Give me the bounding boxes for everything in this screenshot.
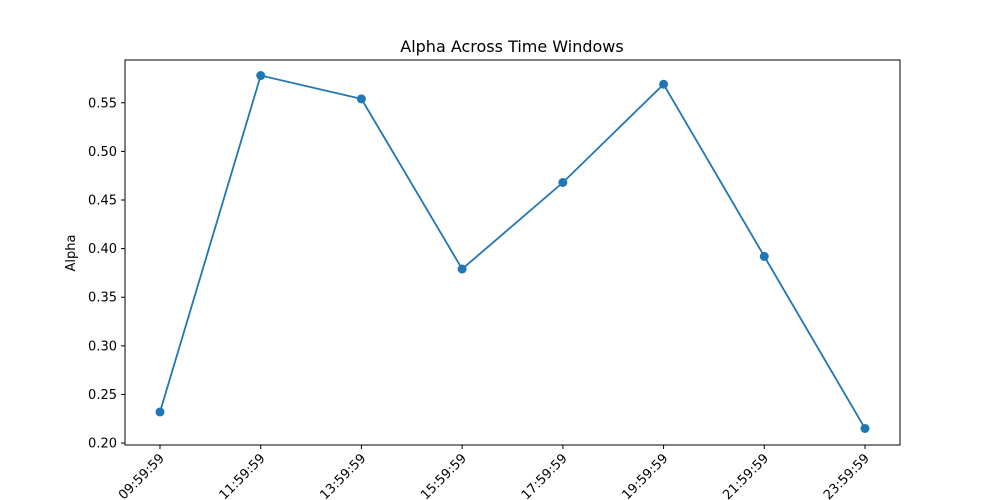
y-axis-label: Alpha [64, 235, 79, 272]
series-line [159, 74, 866, 429]
x-axis-ticks: 09:59:59 11:59:59 13:59:59 15:59:59 17:59:59… [116, 445, 873, 500]
chart-title: Alpha Across Time Windows [400, 37, 623, 56]
plot-area-frame [124, 59, 901, 446]
x-tick-label: 19:59:59 [620, 451, 672, 500]
x-tick-label: 09:59:59 [116, 451, 168, 500]
data-point-23-59-59 [860, 423, 870, 433]
data-point-19-59-59 [659, 79, 669, 89]
y-tick-label: 0.40 [88, 242, 117, 257]
data-point-11-59-59 [256, 71, 266, 81]
x-tick-label: 11:59:59 [217, 451, 269, 500]
x-tick-label: 21:59:59 [720, 451, 772, 500]
y-tick-label: 0.45 [88, 194, 117, 209]
y-tick-label: 0.20 [88, 437, 117, 452]
data-point-13-59-59 [356, 94, 366, 104]
x-tick-label: 23:59:59 [821, 451, 873, 500]
y-axis-ticks: 0.20 0.25 0.30 0.35 0.40 0.45 0.50 0.55 [88, 96, 125, 452]
data-point-17-59-59 [558, 178, 568, 187]
y-tick-label: 0.25 [88, 388, 117, 403]
y-tick-label: 0.35 [88, 291, 117, 306]
y-tick-label: 0.50 [88, 145, 117, 160]
y-tick-label: 0.30 [88, 339, 117, 354]
plot-series [155, 71, 870, 433]
x-tick-label: 13:59:59 [317, 451, 369, 500]
data-point-09-59-59 [155, 407, 165, 417]
x-tick-label: 17:59:59 [519, 451, 571, 500]
x-tick-label: 15:59:59 [418, 451, 470, 500]
data-point-21-59-59 [759, 251, 769, 261]
data-point-15-59-59 [457, 264, 467, 274]
y-tick-label: 0.55 [88, 96, 117, 111]
